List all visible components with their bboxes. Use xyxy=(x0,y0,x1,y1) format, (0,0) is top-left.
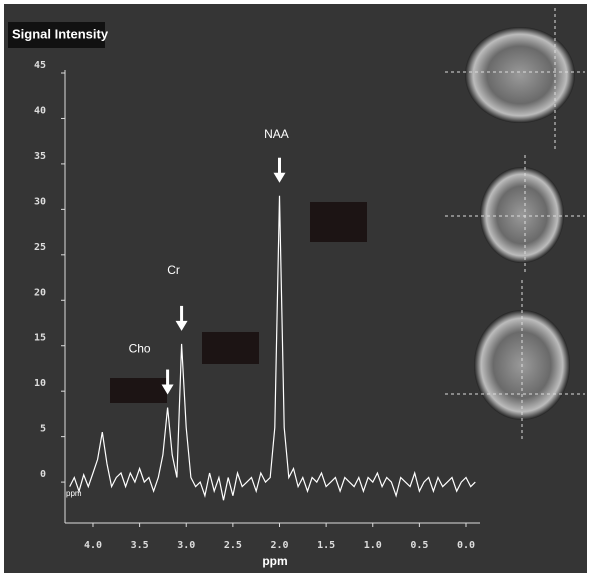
chart: Signal Intensity ppm ppm 051015202530354… xyxy=(0,0,591,577)
y-tick-label: 40 xyxy=(34,105,46,116)
x-tick-label: 1.0 xyxy=(364,540,382,551)
x-axis-label: ppm xyxy=(262,554,287,568)
redaction-box xyxy=(202,332,259,364)
y-tick-label: 5 xyxy=(40,424,46,435)
y-tick-label: 10 xyxy=(34,378,46,389)
y-tick-label: 25 xyxy=(34,242,46,253)
y-tick-label: 15 xyxy=(34,333,46,344)
redaction-box xyxy=(110,378,167,403)
x-tick-label: 1.5 xyxy=(317,540,335,551)
page: {"chart_data": {"type": "line", "title":… xyxy=(0,0,591,577)
x-tick-label: 3.0 xyxy=(177,540,195,551)
x-tick-label: 2.5 xyxy=(224,540,242,551)
x-tick-label: 3.5 xyxy=(131,540,149,551)
y-tick-label: 20 xyxy=(34,287,46,298)
chart-title: Signal Intensity xyxy=(12,26,109,41)
x-tick-label: 2.0 xyxy=(270,540,288,551)
annotation-label: NAA xyxy=(264,127,289,141)
y-tick-label: 45 xyxy=(34,60,46,71)
y-tick-label: 30 xyxy=(34,196,46,207)
x-tick-label: 0.0 xyxy=(457,540,475,551)
x-tick-label: 0.5 xyxy=(410,540,428,551)
y-tick-label: 0 xyxy=(40,469,46,480)
x-tick-label: 4.0 xyxy=(84,540,102,551)
annotation-label: Cr xyxy=(167,263,180,277)
y-tick-label: 35 xyxy=(34,151,46,162)
annotation-label: Cho xyxy=(129,342,151,356)
redaction-box xyxy=(310,202,367,242)
